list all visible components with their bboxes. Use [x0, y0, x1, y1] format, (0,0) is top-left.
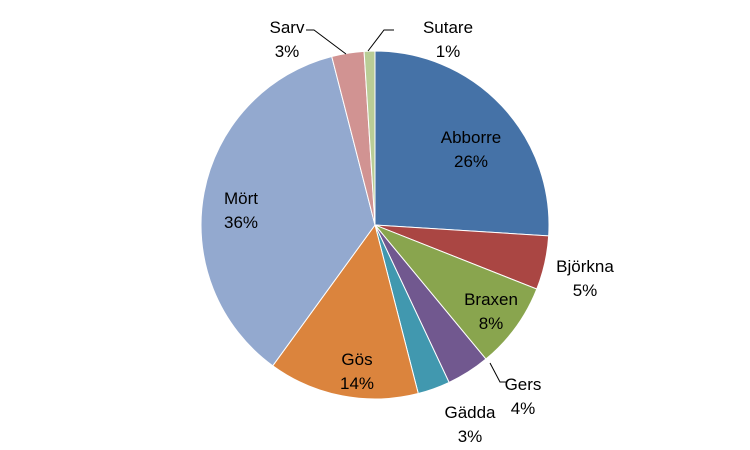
slice-percent: 3%: [458, 427, 483, 446]
pie-slice-sutare: [363, 50, 376, 226]
slice-label-abborre: Abborre 26%: [441, 128, 501, 171]
slice-label-gers: Gers 4%: [505, 375, 542, 418]
slice-labels: Abborre 26% Björkna 5% Braxen 8% Gers 4% Gädda 3%…: [224, 18, 614, 446]
leader-lines: [306, 29, 507, 383]
slice-label-sutare: Sutare 1%: [423, 18, 473, 61]
pie-slice-gös: [272, 223, 419, 400]
pie-slices: [200, 50, 550, 400]
pie-slice-abborre: [374, 50, 550, 237]
leader-line-sarv: [306, 29, 347, 55]
slice-percent: 4%: [511, 399, 536, 418]
slice-label-gös: Gös 14%: [340, 350, 374, 393]
leader-line-sutare: [367, 29, 394, 52]
slice-percent: 1%: [436, 42, 461, 61]
slice-name: Abborre: [441, 128, 501, 147]
slice-label-braxen: Braxen 8%: [464, 290, 518, 333]
slice-name: Björkna: [556, 257, 614, 276]
slice-label-gädda: Gädda 3%: [444, 403, 496, 446]
slice-name: Gädda: [444, 403, 496, 422]
slice-name: Mört: [224, 189, 258, 208]
pie-slice-mört: [200, 55, 376, 367]
slice-name: Braxen: [464, 290, 518, 309]
slice-percent: 26%: [454, 152, 488, 171]
slice-percent: 36%: [224, 213, 258, 232]
slice-percent: 8%: [479, 314, 504, 333]
slice-name: Gers: [505, 375, 542, 394]
slice-percent: 3%: [275, 42, 300, 61]
slice-label-mört: Mört 36%: [224, 189, 258, 232]
slice-percent: 14%: [340, 374, 374, 393]
slice-label-sarv: Sarv 3%: [270, 18, 305, 61]
slice-label-björkna: Björkna 5%: [556, 257, 614, 300]
slice-percent: 5%: [573, 281, 598, 300]
leader-line-gers: [489, 362, 507, 383]
slice-name: Gös: [341, 350, 372, 369]
slice-name: Sarv: [270, 18, 305, 37]
slice-name: Sutare: [423, 18, 473, 37]
